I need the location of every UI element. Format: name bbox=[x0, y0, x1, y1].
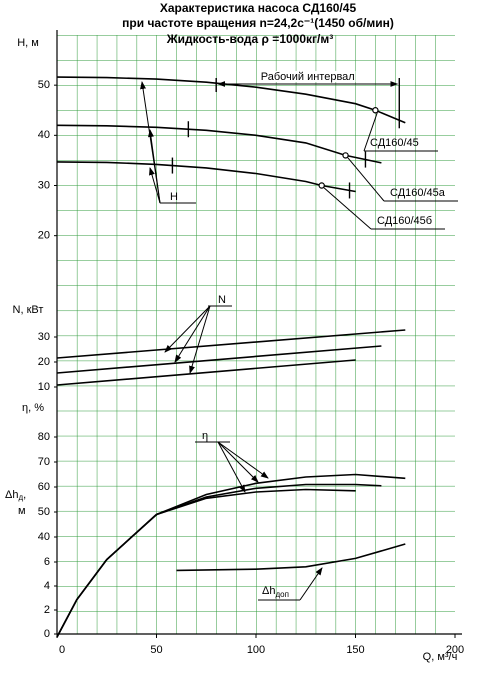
y-axis-label: м bbox=[18, 505, 26, 517]
curve bbox=[56, 345, 382, 374]
series-label: СД160/45а bbox=[390, 187, 446, 199]
y-tick-label: 20 bbox=[38, 356, 50, 368]
leader bbox=[299, 567, 323, 601]
series-label: СД160/45б bbox=[377, 215, 432, 227]
annotation: Δhдоп bbox=[262, 585, 289, 599]
series-label: СД160/45 bbox=[370, 137, 419, 149]
subtitle: при частоте вращения n=24,2с⁻¹(1450 об/м… bbox=[122, 16, 394, 30]
leader bbox=[347, 157, 385, 202]
range-label: Рабочий интервал bbox=[261, 71, 355, 83]
y-axis-label: N, кВт bbox=[13, 304, 44, 316]
leader bbox=[147, 129, 161, 204]
y-label-sub: д bbox=[18, 493, 23, 502]
y-label-main: Δh bbox=[5, 489, 18, 501]
y-axis-label: H, м bbox=[17, 37, 39, 49]
leader bbox=[149, 167, 161, 204]
y-tick-label: 60 bbox=[38, 481, 50, 493]
y-tick-label: 20 bbox=[38, 230, 50, 242]
x-tick-label: 200 bbox=[446, 644, 464, 656]
duty-point bbox=[372, 107, 379, 114]
y-tick-label: 4 bbox=[44, 580, 50, 592]
subtitle: Жидкость-вода ρ =1000кг/м³ bbox=[166, 32, 333, 46]
leader bbox=[174, 305, 211, 363]
x-tick-label: 50 bbox=[150, 644, 162, 656]
y-tick-label: 0 bbox=[44, 628, 50, 640]
annotation-sub: доп bbox=[275, 590, 288, 599]
y-tick-label: 80 bbox=[38, 431, 50, 443]
annotation: N bbox=[218, 294, 226, 306]
curve bbox=[56, 359, 356, 386]
y-axis-label: η, % bbox=[22, 402, 44, 414]
leader bbox=[363, 112, 378, 152]
y-tick-label: 30 bbox=[38, 179, 50, 191]
leader bbox=[323, 187, 372, 230]
y-tick-label: 40 bbox=[38, 129, 50, 141]
y-tick-label: 2 bbox=[44, 604, 50, 616]
duty-point bbox=[318, 182, 325, 189]
leader bbox=[164, 305, 211, 353]
range-label-bg bbox=[259, 71, 356, 82]
annotation: η bbox=[202, 430, 208, 442]
leader bbox=[217, 441, 269, 479]
grid bbox=[57, 35, 455, 634]
y-tick-label: 6 bbox=[44, 556, 50, 568]
y-tick-label: 50 bbox=[38, 506, 50, 518]
x-tick-label: 150 bbox=[346, 644, 364, 656]
leader bbox=[189, 305, 211, 374]
x-tick-label: 0 bbox=[59, 644, 65, 656]
y-tick-label: 50 bbox=[38, 79, 50, 91]
y-label-tail: , bbox=[23, 489, 26, 501]
curve bbox=[56, 76, 406, 124]
title: Характеристика насоса СД160/45 bbox=[160, 1, 357, 15]
y-axis-label: Δhд, bbox=[5, 489, 26, 502]
y-tick-label: 30 bbox=[38, 331, 50, 343]
x-axis-label: Q, м³/ч bbox=[423, 651, 458, 663]
y-tick-label: 70 bbox=[38, 456, 50, 468]
x-tick-label: 100 bbox=[247, 644, 265, 656]
leader bbox=[217, 441, 246, 493]
curve bbox=[56, 488, 356, 638]
curve bbox=[56, 124, 382, 164]
annotation-main: Δh bbox=[262, 585, 275, 597]
y-tick-label: 40 bbox=[38, 531, 50, 543]
curve bbox=[176, 543, 406, 572]
curve bbox=[56, 329, 406, 359]
y-tick-label: 10 bbox=[38, 381, 50, 393]
duty-point bbox=[342, 152, 349, 159]
annotation: Н bbox=[170, 191, 178, 203]
leader bbox=[217, 441, 259, 483]
